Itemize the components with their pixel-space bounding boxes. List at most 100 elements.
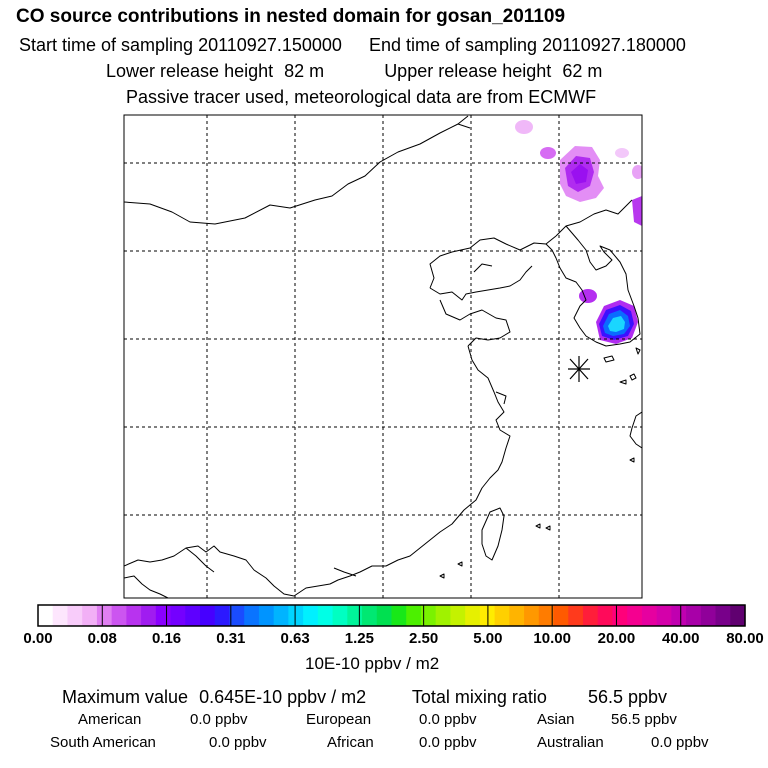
colorbar-cell: [258, 605, 275, 626]
coastlines: [124, 115, 642, 598]
colorbar-tick-label: 80.00: [726, 630, 764, 647]
colorbar-tick-label: 40.00: [661, 630, 700, 647]
colorbar-tick-label: 5.00: [473, 630, 503, 647]
plume-patch: [540, 147, 556, 159]
upper-height-label: Upper release height: [384, 61, 552, 81]
colorbar-tick-label: 0.63: [280, 630, 310, 647]
colorbar-cell: [612, 605, 628, 626]
colorbar-cell: [82, 605, 98, 626]
map-frame: [123, 114, 643, 599]
colorbar-cell: [730, 605, 746, 626]
concentration-plume: [515, 120, 642, 344]
colorbar-cell: [96, 605, 113, 626]
colorbar-cell: [155, 605, 172, 626]
colorbar-cell: [126, 605, 142, 626]
colorbar-cell: [465, 605, 481, 626]
region-name: Asian: [537, 711, 575, 728]
plume-patch: [579, 289, 597, 303]
colorbar-tick-label: 2.50: [409, 630, 439, 647]
colorbar-cell: [641, 605, 658, 626]
colorbar-cell: [538, 605, 555, 626]
colorbar-cell: [420, 605, 437, 626]
colorbar-cell: [391, 605, 407, 626]
receptor-asterisk-icon: [568, 356, 590, 382]
colorbar-cell: [568, 605, 584, 626]
colorbar-cell: [244, 605, 260, 626]
tracer-note: Passive tracer used, meteorological data…: [126, 87, 597, 107]
plume-core: [608, 316, 625, 332]
colorbar-cell: [273, 605, 289, 626]
colorbar-cell: [185, 605, 201, 626]
summary-row: Maximum value 0.645E-10 ppbv / m2 Total …: [62, 688, 667, 706]
plume-patch: [615, 148, 629, 158]
max-value: 0.645E-10 ppbv / m2: [199, 687, 367, 707]
upper-height-value: 62 m: [562, 61, 603, 81]
colorbar-cell: [656, 605, 672, 626]
colorbar-tick-label: 0.00: [23, 630, 53, 647]
colorbar-tick-label: 0.31: [216, 630, 246, 647]
total-mixing-label: Total mixing ratio: [411, 687, 547, 707]
colorbar-tick-label: 0.16: [151, 630, 182, 647]
colorbar-tick-label: 1.25: [344, 630, 374, 647]
colorbar-cell: [435, 605, 452, 626]
colorbar-cell: [111, 605, 127, 626]
colorbar-cell: [288, 605, 304, 626]
colorbar-cell: [671, 605, 687, 626]
region-name: European: [306, 711, 372, 728]
colorbar-dividers: [101, 605, 682, 626]
region-name: African: [327, 734, 374, 751]
colorbar-cell: [141, 605, 157, 626]
colorbar-unit: 10E-10 ppbv / m2: [305, 654, 440, 673]
colorbar-cell: [406, 605, 422, 626]
colorbar-cell: [67, 605, 83, 626]
colorbar-cell: [38, 605, 54, 626]
colorbar-cell: [597, 605, 614, 626]
plume-patch: [515, 120, 533, 134]
colorbar-cell: [509, 605, 525, 626]
plume-patch: [632, 196, 642, 226]
colorbar-frame: [37, 604, 746, 627]
colorbar-cell: [627, 605, 643, 626]
colorbar-cell: [52, 605, 69, 626]
start-time-label: Start time of sampling: [19, 35, 194, 55]
colorbar-cell: [200, 605, 216, 626]
colorbar-cell: [347, 605, 363, 626]
colorbar-tick-label: 10.00: [533, 630, 571, 647]
colorbar-tick-label: 0.08: [87, 630, 117, 647]
colorbar-cell: [214, 605, 231, 626]
region-name: South American: [50, 734, 156, 751]
colorbar-cell: [553, 605, 569, 626]
max-value-label: Maximum value: [62, 687, 189, 707]
colorbar-cell: [494, 605, 510, 626]
colorbar-cell: [170, 605, 186, 626]
region-value: 0.0 ppbv: [419, 734, 477, 751]
colorbar-cell: [229, 605, 245, 626]
total-mixing-value: 56.5 ppbv: [587, 687, 668, 707]
end-time-value: 20110927.180000: [542, 35, 686, 55]
region-value: 0.0 ppbv: [651, 734, 709, 751]
lower-height-label: Lower release height: [106, 61, 274, 81]
region-value: 0.0 ppbv: [209, 734, 267, 751]
end-time-label: End time of sampling: [368, 35, 538, 55]
sampling-times: Start time of sampling 20110927.150000 E…: [19, 36, 686, 54]
colorbar-cell: [582, 605, 599, 626]
colorbar: [38, 605, 746, 626]
colorbar-tick-label: 20.00: [597, 630, 636, 647]
plot-title: CO source contributions in nested domain…: [16, 6, 566, 27]
region-name: American: [78, 711, 142, 728]
plume-patch: [632, 165, 642, 179]
colorbar-cell: [317, 605, 334, 626]
region-name: Australian: [537, 734, 604, 751]
map-area: [124, 115, 642, 598]
region-value: 56.5 ppbv: [611, 711, 677, 728]
lower-height-value: 82 m: [284, 61, 325, 81]
colorbar-cell: [450, 605, 466, 626]
region-value: 0.0 ppbv: [419, 711, 477, 728]
colorbar-cell: [524, 605, 540, 626]
colorbar-cell: [362, 605, 378, 626]
colorbar-cell: [700, 605, 717, 626]
colorbar-cell: [332, 605, 348, 626]
region-value: 0.0 ppbv: [190, 711, 248, 728]
colorbar-cell: [686, 605, 702, 626]
